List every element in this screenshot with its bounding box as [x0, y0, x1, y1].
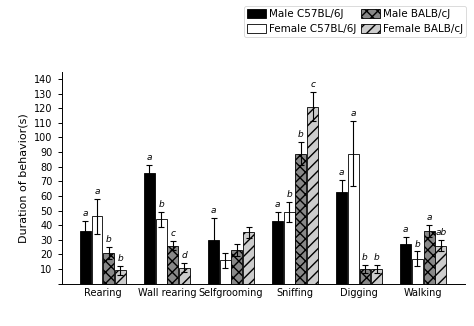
- Text: a: a: [211, 206, 216, 215]
- Bar: [435, 245, 446, 284]
- Bar: [360, 269, 371, 284]
- Bar: [144, 172, 155, 284]
- Bar: [424, 231, 435, 284]
- Bar: [348, 154, 359, 284]
- Text: a: a: [426, 213, 432, 222]
- Bar: [295, 154, 306, 284]
- Text: ab: ab: [435, 228, 447, 237]
- Bar: [231, 250, 242, 284]
- Bar: [167, 245, 178, 284]
- Text: b: b: [158, 200, 164, 209]
- Text: b: b: [118, 254, 123, 263]
- Text: b: b: [298, 130, 304, 139]
- Text: d: d: [182, 251, 187, 260]
- Y-axis label: Duration of behavior(s): Duration of behavior(s): [18, 113, 28, 243]
- Bar: [103, 253, 114, 284]
- Text: b: b: [374, 253, 380, 262]
- Text: b: b: [286, 190, 292, 199]
- Text: a: a: [351, 110, 356, 118]
- Bar: [179, 268, 190, 284]
- Bar: [307, 107, 318, 284]
- Bar: [371, 269, 382, 284]
- Bar: [243, 232, 254, 284]
- Bar: [336, 192, 347, 284]
- Text: c: c: [170, 229, 175, 238]
- Bar: [220, 260, 231, 284]
- Bar: [272, 221, 283, 284]
- Text: a: a: [339, 168, 345, 177]
- Bar: [284, 212, 295, 284]
- Text: b: b: [106, 235, 111, 244]
- Bar: [91, 216, 102, 284]
- Text: a: a: [94, 187, 100, 196]
- Bar: [155, 219, 166, 284]
- Text: a: a: [275, 200, 280, 209]
- Text: a: a: [82, 209, 88, 218]
- Text: c: c: [310, 80, 315, 89]
- Bar: [80, 231, 91, 284]
- Text: a: a: [147, 153, 152, 162]
- Bar: [401, 244, 411, 284]
- Bar: [115, 271, 126, 284]
- Bar: [412, 259, 423, 284]
- Bar: [208, 240, 219, 284]
- Text: b: b: [362, 253, 368, 262]
- Text: b: b: [415, 240, 420, 248]
- Text: a: a: [403, 225, 409, 234]
- Legend: Male C57BL/6J, Female C57BL/6J, Male BALB/cJ, Female BALB/cJ: Male C57BL/6J, Female C57BL/6J, Male BAL…: [244, 6, 466, 37]
